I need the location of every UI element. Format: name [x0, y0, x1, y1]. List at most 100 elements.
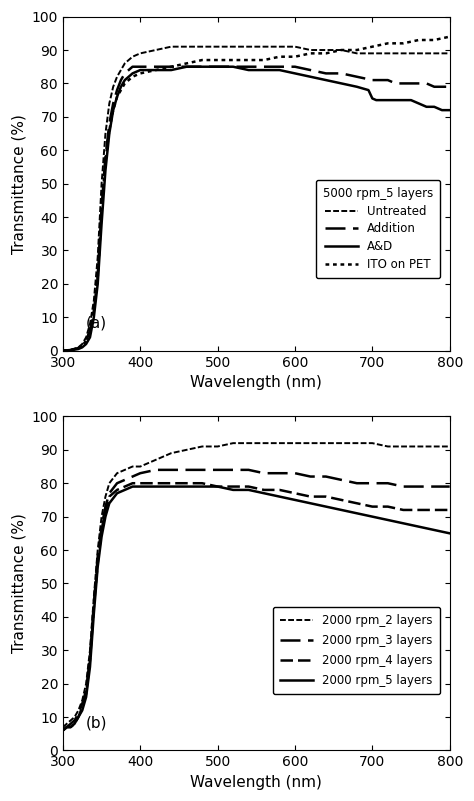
2000 rpm_5 layers [75, 712, 81, 722]
ITO on PET [416, 35, 421, 45]
2000 rpm_5 layers [83, 692, 89, 702]
ITO on PET [114, 92, 120, 102]
2000 rpm_4 layers [215, 481, 220, 491]
A&D [246, 65, 251, 74]
A&D [308, 72, 313, 82]
2000 rpm_3 layers [80, 699, 85, 709]
Legend: 2000 rpm_2 layers, 2000 rpm_3 layers, 2000 rpm_4 layers, 2000 rpm_5 layers: 2000 rpm_2 layers, 2000 rpm_3 layers, 20… [273, 607, 440, 694]
2000 rpm_5 layers [122, 485, 128, 495]
2000 rpm_4 layers [323, 492, 329, 501]
2000 rpm_5 layers [323, 501, 329, 511]
Untreated [80, 339, 85, 348]
2000 rpm_4 layers [199, 478, 205, 488]
Addition [99, 202, 104, 211]
2000 rpm_3 layers [153, 465, 159, 475]
Addition [377, 75, 383, 85]
A&D [377, 95, 383, 105]
A&D [137, 65, 143, 74]
A&D [277, 65, 283, 74]
2000 rpm_5 layers [99, 532, 104, 541]
2000 rpm_2 layers [385, 441, 391, 451]
2000 rpm_5 layers [261, 489, 267, 498]
2000 rpm_2 layers [95, 545, 100, 555]
Addition [308, 65, 313, 74]
Untreated [338, 45, 344, 54]
ITO on PET [110, 106, 116, 115]
A&D [392, 95, 398, 105]
Untreated [153, 45, 159, 54]
2000 rpm_5 layers [230, 485, 236, 495]
2000 rpm_3 layers [215, 465, 220, 475]
2000 rpm_3 layers [72, 715, 77, 725]
2000 rpm_5 layers [354, 509, 360, 518]
2000 rpm_4 layers [75, 712, 81, 722]
2000 rpm_3 layers [292, 469, 298, 478]
2000 rpm_4 layers [137, 478, 143, 488]
2000 rpm_4 layers [60, 726, 66, 735]
A&D [439, 106, 445, 115]
Line: ITO on PET: ITO on PET [63, 37, 450, 351]
2000 rpm_5 layers [153, 481, 159, 491]
2000 rpm_4 layers [431, 505, 437, 515]
2000 rpm_5 layers [370, 512, 375, 521]
2000 rpm_4 layers [416, 505, 421, 515]
A&D [75, 344, 81, 354]
2000 rpm_2 layers [246, 438, 251, 448]
2000 rpm_3 layers [323, 472, 329, 481]
Addition [60, 346, 66, 356]
2000 rpm_4 layers [95, 558, 100, 568]
2000 rpm_5 layers [137, 481, 143, 491]
2000 rpm_5 layers [168, 481, 174, 491]
ITO on PET [137, 69, 143, 78]
2000 rpm_4 layers [64, 723, 70, 732]
2000 rpm_2 layers [277, 438, 283, 448]
2000 rpm_4 layers [308, 492, 313, 501]
Addition [153, 62, 159, 71]
Addition [246, 62, 251, 71]
ITO on PET [401, 38, 406, 48]
2000 rpm_2 layers [107, 478, 112, 488]
Legend: Untreated, Addition, A&D, ITO on PET: Untreated, Addition, A&D, ITO on PET [316, 180, 440, 278]
2000 rpm_2 layers [184, 445, 190, 455]
2000 rpm_2 layers [99, 512, 104, 521]
2000 rpm_5 layers [246, 485, 251, 495]
Untreated [354, 49, 360, 58]
2000 rpm_2 layers [199, 441, 205, 451]
2000 rpm_3 layers [168, 465, 174, 475]
Untreated [130, 52, 136, 62]
A&D [99, 219, 104, 228]
2000 rpm_4 layers [122, 481, 128, 491]
ITO on PET [91, 306, 97, 316]
A&D [80, 343, 85, 352]
2000 rpm_2 layers [416, 441, 421, 451]
2000 rpm_2 layers [68, 715, 73, 725]
2000 rpm_3 layers [431, 481, 437, 491]
Untreated [168, 42, 174, 51]
Line: 2000 rpm_3 layers: 2000 rpm_3 layers [63, 470, 450, 731]
2000 rpm_2 layers [447, 441, 453, 451]
Untreated [277, 42, 283, 51]
ITO on PET [215, 55, 220, 65]
Untreated [107, 99, 112, 108]
A&D [424, 102, 429, 111]
2000 rpm_3 layers [60, 726, 66, 735]
Addition [370, 75, 375, 85]
2000 rpm_5 layers [80, 706, 85, 715]
2000 rpm_4 layers [87, 655, 93, 665]
2000 rpm_2 layers [114, 469, 120, 478]
2000 rpm_3 layers [261, 469, 267, 478]
Untreated [323, 45, 329, 54]
2000 rpm_5 layers [401, 518, 406, 528]
2000 rpm_4 layers [230, 481, 236, 491]
2000 rpm_3 layers [95, 552, 100, 562]
ITO on PET [447, 32, 453, 42]
Addition [75, 343, 81, 352]
Line: 2000 rpm_2 layers: 2000 rpm_2 layers [63, 443, 450, 727]
2000 rpm_2 layers [230, 438, 236, 448]
Addition [107, 119, 112, 128]
2000 rpm_5 layers [68, 723, 73, 732]
2000 rpm_3 layers [99, 521, 104, 531]
Untreated [114, 72, 120, 82]
2000 rpm_4 layers [68, 723, 73, 732]
ITO on PET [68, 345, 73, 355]
